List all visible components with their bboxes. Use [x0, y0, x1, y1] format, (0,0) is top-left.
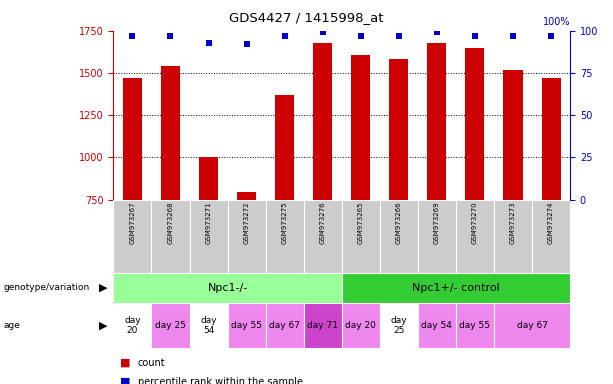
- Text: GSM973273: GSM973273: [510, 202, 516, 245]
- Text: day 54: day 54: [422, 321, 452, 330]
- Text: count: count: [138, 358, 166, 368]
- Bar: [465, 48, 484, 200]
- Point: [242, 41, 251, 47]
- Bar: [227, 303, 265, 348]
- Bar: [532, 200, 570, 273]
- Text: day 55: day 55: [460, 321, 490, 330]
- Bar: [380, 303, 418, 348]
- Text: GSM973267: GSM973267: [129, 202, 135, 245]
- Text: GSM973272: GSM973272: [243, 202, 249, 244]
- Bar: [275, 95, 294, 200]
- Text: day
54: day 54: [200, 316, 217, 335]
- Point: [166, 33, 175, 39]
- Text: Npc1+/- control: Npc1+/- control: [412, 283, 500, 293]
- Point: [280, 33, 289, 39]
- Text: day 67: day 67: [517, 321, 547, 330]
- Point: [508, 33, 518, 39]
- Bar: [151, 200, 189, 273]
- Bar: [456, 200, 494, 273]
- Bar: [303, 303, 341, 348]
- Bar: [494, 200, 532, 273]
- Text: GSM973270: GSM973270: [472, 202, 478, 245]
- Text: day
25: day 25: [390, 316, 407, 335]
- Point: [128, 33, 137, 39]
- Bar: [494, 303, 570, 348]
- Bar: [341, 273, 570, 303]
- Text: GSM973269: GSM973269: [434, 202, 440, 245]
- Text: day 71: day 71: [307, 321, 338, 330]
- Point: [318, 29, 327, 35]
- Bar: [503, 70, 522, 200]
- Bar: [313, 43, 332, 200]
- Bar: [341, 303, 380, 348]
- Bar: [541, 78, 560, 200]
- Point: [546, 33, 556, 39]
- Bar: [113, 200, 151, 273]
- Text: day 20: day 20: [345, 321, 376, 330]
- Text: day
20: day 20: [124, 316, 141, 335]
- Bar: [161, 66, 180, 200]
- Bar: [389, 60, 408, 200]
- Text: Npc1-/-: Npc1-/-: [207, 283, 248, 293]
- Bar: [418, 303, 456, 348]
- Text: 100%: 100%: [543, 17, 570, 27]
- Bar: [189, 303, 227, 348]
- Bar: [189, 200, 227, 273]
- Bar: [199, 157, 218, 200]
- Text: GSM973271: GSM973271: [205, 202, 211, 245]
- Bar: [303, 200, 341, 273]
- Text: GDS4427 / 1415998_at: GDS4427 / 1415998_at: [229, 12, 384, 25]
- Text: day 67: day 67: [269, 321, 300, 330]
- Bar: [341, 200, 380, 273]
- Text: ■: ■: [120, 377, 130, 384]
- Bar: [113, 273, 341, 303]
- Point: [204, 40, 213, 46]
- Point: [394, 33, 404, 39]
- Bar: [456, 303, 494, 348]
- Bar: [380, 200, 418, 273]
- Text: day 25: day 25: [155, 321, 186, 330]
- Bar: [113, 303, 151, 348]
- Text: percentile rank within the sample: percentile rank within the sample: [138, 377, 303, 384]
- Bar: [427, 43, 446, 200]
- Point: [356, 33, 366, 39]
- Text: ■: ■: [120, 358, 130, 368]
- Bar: [123, 78, 142, 200]
- Bar: [351, 55, 370, 200]
- Text: age: age: [3, 321, 20, 330]
- Text: GSM973268: GSM973268: [167, 202, 173, 245]
- Bar: [265, 200, 303, 273]
- Text: day 55: day 55: [231, 321, 262, 330]
- Bar: [227, 200, 265, 273]
- Point: [432, 29, 442, 35]
- Bar: [151, 303, 189, 348]
- Text: ▶: ▶: [99, 283, 107, 293]
- Bar: [237, 192, 256, 200]
- Text: ▶: ▶: [99, 320, 107, 331]
- Text: genotype/variation: genotype/variation: [3, 283, 89, 293]
- Text: GSM973274: GSM973274: [548, 202, 554, 244]
- Bar: [265, 303, 303, 348]
- Text: GSM973275: GSM973275: [281, 202, 287, 244]
- Text: GSM973276: GSM973276: [320, 202, 326, 245]
- Bar: [418, 200, 456, 273]
- Text: GSM973265: GSM973265: [358, 202, 364, 244]
- Point: [470, 33, 480, 39]
- Text: GSM973266: GSM973266: [396, 202, 402, 245]
